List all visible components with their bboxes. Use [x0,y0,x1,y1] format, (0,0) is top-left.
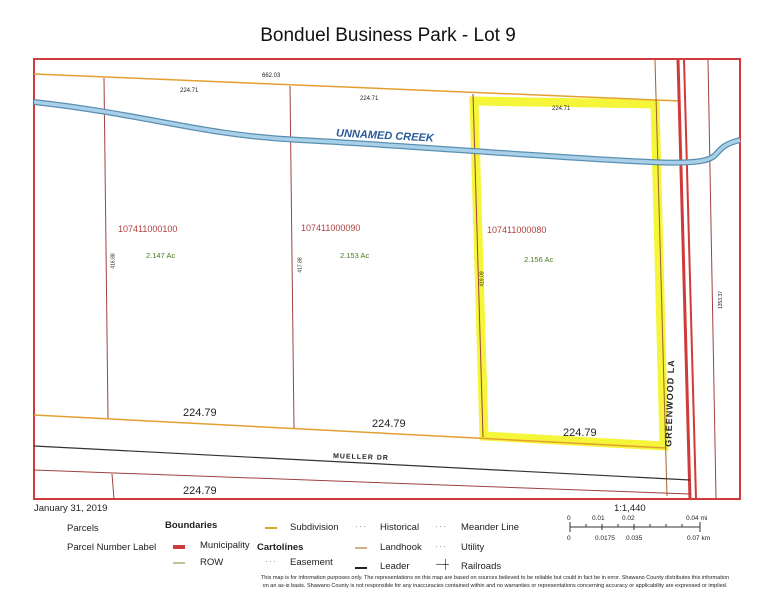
parcel-number-label: 107411000100 [118,224,178,234]
row-line [683,58,697,500]
disclaimer-line-2: on an as-is basis. Shawano County is not… [262,583,728,589]
parcel-line [654,59,668,497]
legend-row: ROW [200,557,224,568]
dimension-label: 224.71 [180,88,199,94]
legend-landhook: Landhook [380,542,422,553]
dimension-label: 224.79 [372,418,406,430]
dimension-label: 1353.37 [718,290,725,310]
road-edge [33,469,691,495]
legend-parcel-number-label: Parcel Number Label [67,542,157,553]
legend-historical: Historical [380,522,420,533]
dimension-label: 224.79 [563,427,597,439]
legend-leader: Leader [380,561,410,572]
legend-easement: Easement [290,557,333,568]
parcel-acres-label: 2.156 Ac [524,255,554,264]
scale-mi-label: 0.02 [622,515,635,522]
road-edge [33,445,691,481]
scale-km-label: 0.0175 [595,535,615,542]
parcel-acres-label: 2.153 Ac [340,251,370,260]
subdivision-swatch [265,527,277,529]
legend-parcels: Parcels [67,523,99,534]
page-title: Bonduel Business Park - Lot 9 [260,25,516,46]
legend-cartolines-heading: Cartolines [257,542,304,553]
subdivision-line-bottom [33,414,667,449]
legend-boundaries-heading: Boundaries [165,520,218,531]
parcel-line [103,77,109,419]
parcel-line [111,473,115,500]
leader-swatch [355,567,367,569]
parcel-line [707,59,717,499]
scale-km-label: 0 [567,535,571,542]
scale-ticks [569,522,701,532]
parcel-line [289,85,295,429]
municipality-swatch [173,545,185,549]
dimension-label: 662.03 [262,73,281,79]
easement-swatch: ··· [265,556,277,566]
parcel-acres-label: 2.147 Ac [146,251,176,260]
legend-railroads: Railroads [461,561,502,572]
scale-mi-label: 0 [567,515,571,522]
scale-km-label: 0.07 km [687,535,711,542]
scale-km-label: 0.035 [626,535,643,542]
legend-subdivision: Subdivision [290,522,339,533]
scale-mi-label: 0.04 mi [686,515,708,522]
creek-fill [33,100,741,165]
subdivision-line-top [33,73,681,102]
row-swatch [173,562,185,564]
legend-meander-line: Meander Line [461,522,520,533]
dimension-label: 224.79 [183,485,217,497]
historical-swatch: ··· [355,521,367,531]
utility-swatch: ··· [435,541,447,551]
legend-utility: Utility [461,542,485,553]
scale-mi-label: 0.01 [592,515,605,522]
dimension-label: 416.88 [110,253,117,269]
railroad-icon: ─┼ [436,559,449,569]
lot-highlight [469,96,669,451]
disclaimer-line-1: This map is for information purposes onl… [260,575,730,581]
map-date: January 31, 2019 [34,503,108,514]
map-scale: 1:1,440 [614,503,646,514]
dimension-label: 224.79 [183,407,217,419]
meander-swatch: ··· [435,521,447,531]
municipality-boundary [33,58,741,500]
row-line [676,58,692,500]
dimension-label: 417.88 [297,257,304,273]
legend-municipality: Municipality [200,540,250,551]
dimension-label: 224.71 [360,96,379,102]
dimension-label: 419.09 [479,271,486,287]
dimension-label: 224.71 [552,106,571,112]
parcel-number-label: 107411000090 [301,223,361,233]
landhook-swatch [355,547,367,549]
parcel-number-label: 107411000080 [487,225,547,235]
